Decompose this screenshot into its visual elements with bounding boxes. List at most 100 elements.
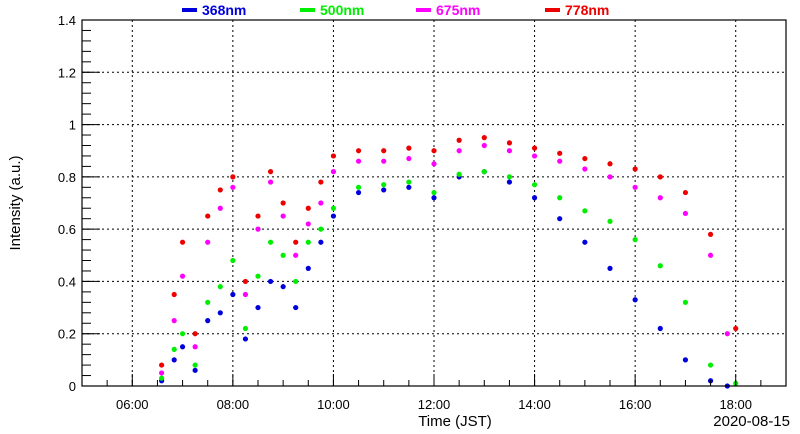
legend-swatch [545,8,560,12]
data-point [657,325,663,332]
data-point [293,278,299,285]
y-axis-title: Intensity (a.u.) [7,155,24,250]
data-point [406,184,412,190]
data-point [192,367,198,373]
data-point [531,182,538,188]
data-point [280,213,286,219]
data-point [293,239,299,245]
axes: 06:00 08:00 10:00 12:00 14:00 16:00 18:00 0 0.2 0… [58,13,787,412]
data-point [481,142,487,149]
data-point [381,148,387,154]
x-tick-label: 18:00 [719,397,752,412]
data-point [318,226,324,232]
data-point [682,210,689,217]
x-axis-title: Time (JST) [418,413,492,430]
data-point [179,344,186,350]
data-point [230,174,236,180]
data-point [330,169,337,175]
legend-label: 368nm [202,2,246,18]
data-point [171,346,177,352]
data-point [381,187,387,193]
data-point [293,304,299,311]
y-tick-label: 1.2 [58,65,76,80]
data-point [217,205,223,211]
x-tick-label: 10:00 [317,397,350,412]
data-point [456,137,462,143]
series-675nm [159,142,730,376]
data-point [171,357,177,363]
x-tick-label: 14:00 [518,397,551,412]
data-point [632,184,638,190]
data-point [192,344,198,350]
x-tick-label: 08:00 [217,397,250,412]
legend-swatch [300,8,315,12]
data-point [582,208,588,214]
y-tick-label: 0.4 [58,274,76,289]
data-point [217,187,223,193]
data-point [217,284,223,290]
data-point [682,189,689,196]
data-point [724,331,730,337]
data-point [242,325,249,332]
data-point [255,226,261,232]
data-point [255,273,261,279]
data-point [305,239,311,245]
data-point [682,299,689,305]
data-point [305,205,311,211]
data-point [582,155,588,162]
legend-label: 675nm [436,2,480,18]
data-point [481,135,487,141]
data-point [707,231,714,237]
data-point [607,218,613,224]
data-point [305,221,311,227]
data-point [230,291,236,298]
data-point [381,182,387,188]
data-point [582,166,588,172]
data-point [318,239,324,245]
legend-label: 778nm [565,2,609,18]
data-point [217,310,223,316]
data-point [280,252,286,258]
data-point [255,304,261,311]
data-point [205,213,211,219]
data-point [330,213,337,219]
data-point [355,184,362,190]
data-point [267,239,274,245]
y-tick-label: 1 [69,118,76,133]
x-tick-label: 06:00 [116,397,149,412]
data-point [192,362,198,368]
date-label: 2020-08-15 [713,413,790,430]
data-point [280,200,286,206]
data-point [355,189,362,196]
data-points [159,135,739,389]
series-368nm [159,169,730,389]
x-tick-label: 12:00 [418,397,451,412]
data-point [657,195,663,201]
data-point [607,265,613,271]
data-point [192,331,198,337]
y-tick-label: 0.2 [58,327,76,342]
data-point [171,318,177,324]
data-point [557,158,563,164]
data-point [456,148,462,154]
data-point [557,216,563,222]
data-point [159,370,165,376]
data-point [431,189,437,196]
x-tick-label: 16:00 [619,397,652,412]
series-500nm [159,169,739,386]
data-point [431,161,437,167]
data-point [531,153,538,159]
data-point [255,213,261,219]
data-point [242,278,249,285]
data-point [179,273,186,279]
data-point [330,153,337,159]
data-point [557,150,563,156]
grid-lines [82,19,786,387]
data-point [531,195,538,201]
data-point [267,179,274,185]
data-point [205,299,211,305]
data-point [607,174,613,180]
data-point [582,239,588,245]
data-point [242,291,249,298]
data-point [205,318,211,324]
